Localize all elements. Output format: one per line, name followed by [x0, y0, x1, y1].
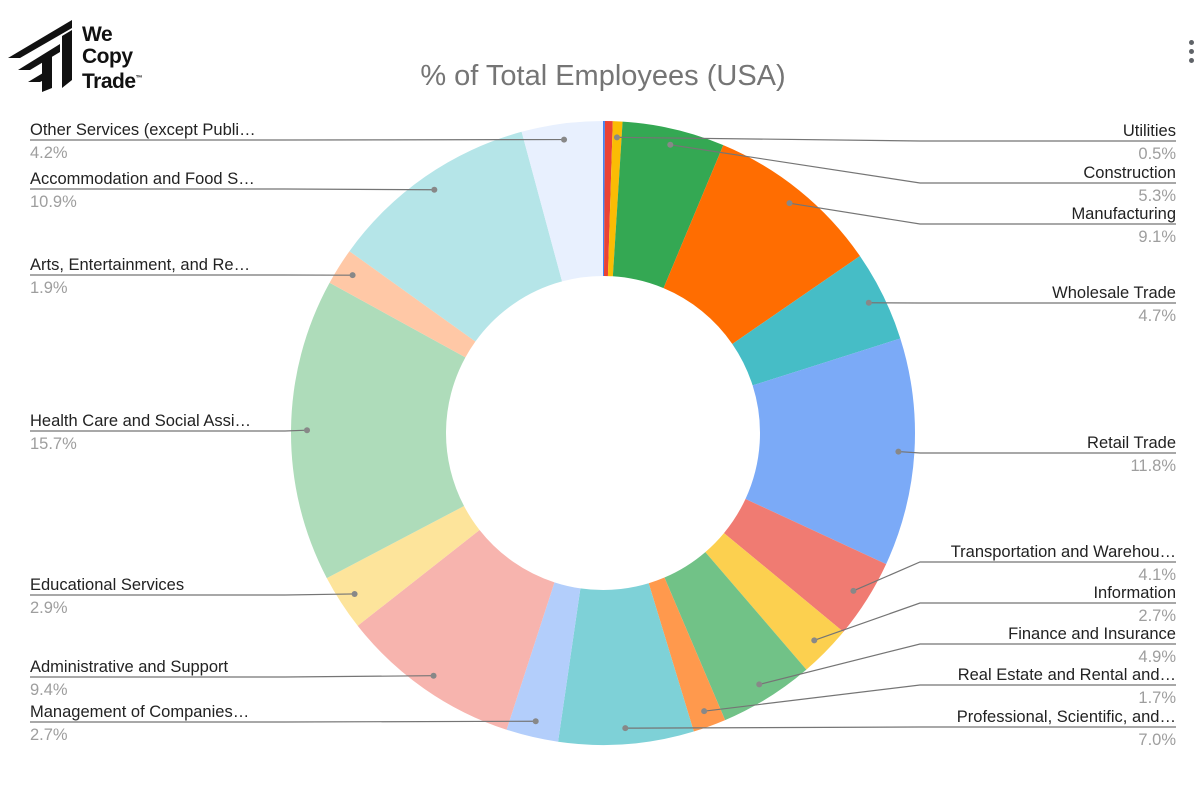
slice-percent: 4.1% [1138, 566, 1176, 584]
leader-line [625, 726, 1176, 729]
slice-percent: 4.9% [1138, 648, 1176, 666]
leader-dot [865, 299, 872, 306]
slice-wholesale-trade[interactable] [732, 256, 901, 386]
logo-arrow-icon [8, 20, 72, 92]
slice-utilities[interactable] [607, 121, 623, 277]
logo-text-copy: Copy [82, 45, 133, 68]
slice-label: Utilities [1123, 122, 1176, 140]
slice-arts-entertainment-and-re[interactable] [329, 251, 476, 358]
slice-percent: 7.0% [1138, 731, 1176, 749]
slice-management-of-companies[interactable] [506, 582, 581, 742]
brand-logo: We Copy Trade™ [6, 18, 142, 99]
slice-percent: 11.8% [1130, 457, 1176, 475]
logo-text-trade: Trade™ [82, 70, 143, 93]
slice-label: Educational Services [30, 576, 184, 594]
leader-dot [895, 448, 902, 455]
more-options-icon[interactable] [1186, 40, 1196, 66]
leader-line [759, 643, 1176, 685]
slice-label: Arts, Entertainment, and Re… [30, 256, 250, 274]
leader-dot [430, 672, 437, 679]
slice-administrative-and-support[interactable] [357, 530, 555, 730]
slice-transportation-and-warehou[interactable] [723, 498, 887, 632]
leader-line [30, 188, 435, 191]
slice-health-care-and-social-assi[interactable] [290, 282, 466, 579]
chart-title: % of Total Employees (USA) [420, 60, 786, 92]
slice-label: Transportation and Warehou… [951, 543, 1176, 561]
leader-dot [850, 587, 857, 594]
leader-line [30, 720, 536, 723]
slice-percent: 4.2% [30, 144, 68, 162]
slice-accommodation-and-food-s[interactable] [349, 131, 563, 342]
leader-line [704, 684, 1176, 712]
leader-dot [304, 427, 311, 434]
slice-label: Construction [1083, 164, 1176, 182]
leader-dot [811, 637, 818, 644]
leader-dot [701, 708, 708, 715]
slice-percent: 2.9% [30, 599, 68, 617]
slice-construction[interactable] [612, 121, 724, 289]
slice-manufacturing[interactable] [663, 145, 860, 344]
leader-dot [756, 681, 763, 688]
leader-dot [349, 272, 356, 279]
slice-percent: 9.1% [1138, 228, 1176, 246]
leader-line [616, 136, 1176, 142]
slice-finance-and-insurance[interactable] [664, 552, 807, 721]
slice-label: Retail Trade [1087, 434, 1176, 452]
slice-real-estate-and-rental-and[interactable] [648, 577, 726, 732]
slice-label: Administrative and Support [30, 658, 229, 676]
slice-label: Health Care and Social Assi… [30, 412, 251, 430]
slice-label: Management of Companies… [30, 703, 249, 721]
slice-information[interactable] [705, 533, 844, 670]
leader-dot [786, 200, 793, 207]
slice-percent: 10.9% [30, 193, 77, 211]
slice-percent: 2.7% [30, 726, 68, 744]
slice-professional-scientific-and[interactable] [558, 583, 694, 745]
slice-percent: 4.7% [1138, 307, 1176, 325]
slice-label: Information [1093, 584, 1176, 602]
leader-line [30, 675, 434, 678]
slice-educational-services[interactable] [326, 506, 480, 626]
leader-dot [351, 590, 358, 597]
slice-label: Finance and Insurance [1008, 625, 1176, 643]
logo-text-we: We [82, 23, 113, 46]
slice-percent: 2.7% [1138, 607, 1176, 625]
slice-retail-trade[interactable] [745, 338, 915, 565]
leader-dot [622, 725, 629, 732]
slice-percent: 5.3% [1138, 187, 1176, 205]
slice-unlabeled-0[interactable] [603, 121, 605, 277]
leader-dot [667, 141, 674, 148]
slice-percent: 9.4% [30, 681, 68, 699]
leader-dot [532, 718, 539, 725]
leader-dot [431, 186, 438, 193]
leader-line [898, 450, 1176, 454]
leader-dot [613, 134, 620, 141]
slice-percent: 15.7% [30, 435, 77, 453]
leader-dot [561, 136, 568, 143]
leader-line [670, 144, 1176, 184]
leader-line [789, 202, 1176, 225]
slice-percent: 1.7% [1138, 689, 1176, 707]
leader-line [30, 429, 308, 432]
slice-percent: 0.5% [1138, 145, 1176, 163]
slice-label: Wholesale Trade [1052, 284, 1176, 302]
leader-line [853, 561, 1176, 592]
slice-label: Professional, Scientific, and… [957, 708, 1176, 726]
slice-other-services-except-publi[interactable] [521, 121, 603, 282]
leader-line [30, 593, 355, 596]
slice-label: Accommodation and Food S… [30, 170, 255, 188]
slice-percent: 1.9% [30, 279, 68, 297]
slice-unlabeled-1[interactable] [603, 121, 613, 277]
slice-label: Real Estate and Rental and… [958, 666, 1176, 684]
slice-label: Other Services (except Publi… [30, 121, 256, 139]
slice-label: Manufacturing [1071, 205, 1176, 223]
leader-line [814, 602, 1176, 641]
